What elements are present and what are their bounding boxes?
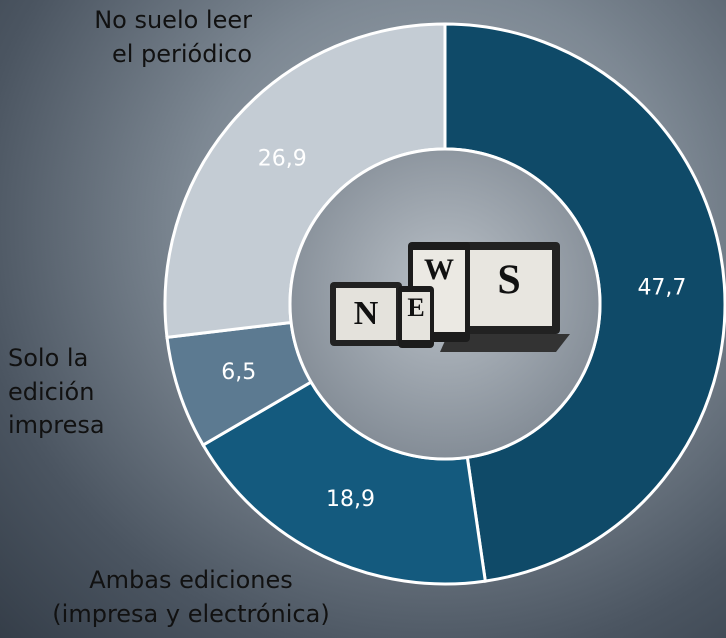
- value-label: 18,9: [326, 487, 375, 512]
- category-label: Ambas ediciones (impresa y electrónica): [52, 566, 330, 628]
- category-label: Solo la edición impresa: [8, 344, 105, 440]
- value-label: 26,9: [258, 147, 307, 172]
- svg-text:N: N: [354, 295, 379, 332]
- value-label: 6,5: [221, 360, 256, 385]
- slices: [163, 22, 726, 586]
- svg-text:W: W: [424, 253, 454, 286]
- news-devices: N E W S: [330, 242, 570, 352]
- value-label: 47,7: [637, 275, 686, 300]
- category-label: No suelo leer el periódico: [94, 6, 252, 68]
- svg-text:E: E: [407, 293, 424, 322]
- svg-text:S: S: [497, 258, 520, 304]
